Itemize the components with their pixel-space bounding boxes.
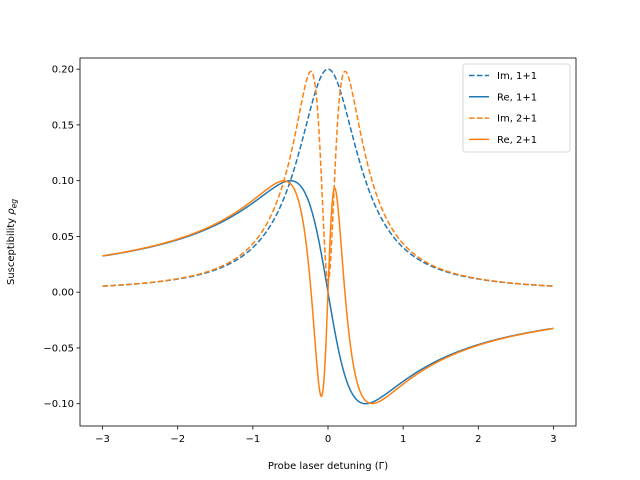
y-tick-label: 0.15 — [52, 120, 74, 131]
legend-label: Re, 2+1 — [497, 135, 537, 146]
y-tick-label: −0.10 — [43, 399, 74, 410]
x-tick-label: 0 — [325, 434, 331, 445]
y-tick-label: 0.10 — [52, 176, 74, 187]
y-axis-ticks: −0.10 −0.05 0.00 0.05 0.10 0.15 0.20 — [43, 65, 80, 410]
plot-area — [102, 68, 554, 405]
y-axis-label-symbol: ρ — [6, 208, 17, 215]
y-tick-label: 0.20 — [52, 65, 74, 76]
y-tick-label: −0.05 — [43, 343, 74, 354]
series-line-re-2-1 — [102, 180, 554, 405]
y-axis-label: Susceptibility ρeg — [6, 199, 19, 285]
legend-box — [462, 63, 571, 153]
x-tick-label: 3 — [550, 434, 556, 445]
y-axis-label-subscript: eg — [10, 199, 19, 209]
x-tick-label: −1 — [245, 434, 260, 445]
axes-frame — [79, 57, 577, 427]
y-tick-label: 0.00 — [52, 288, 74, 299]
y-tick-label: 0.05 — [52, 232, 74, 243]
x-axis-ticks: −3 −2 −1 0 1 2 3 — [95, 426, 557, 445]
x-axis-label: Probe laser detuning (Γ) — [268, 461, 388, 472]
x-tick-label: 2 — [475, 434, 481, 445]
x-tick-label: −2 — [170, 434, 185, 445]
legend-label: Im, 2+1 — [497, 114, 537, 125]
y-axis-label-text: Susceptibility — [6, 215, 17, 285]
legend: Im, 1+1 Re, 1+1 Im, 2+1 Re, 2+1 — [462, 63, 571, 153]
x-tick-label: −3 — [95, 434, 110, 445]
legend-label: Im, 1+1 — [497, 71, 537, 82]
x-tick-label: 1 — [400, 434, 406, 445]
legend-label: Re, 1+1 — [497, 92, 537, 103]
